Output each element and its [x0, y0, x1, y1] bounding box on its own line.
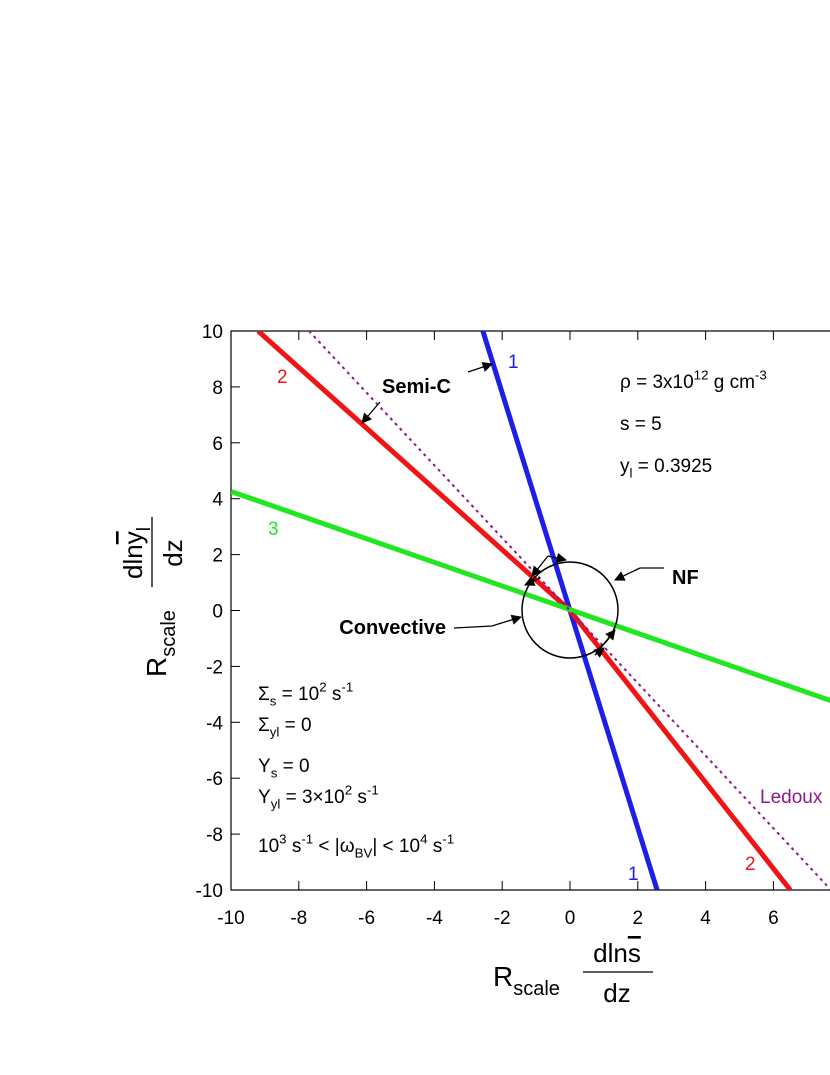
x-tick-label: 6	[768, 908, 779, 929]
axis-label-part: scale	[513, 978, 560, 1000]
x-tick-label: -8	[290, 908, 307, 929]
axis-label: dz	[158, 539, 188, 566]
annotation-part: 2	[345, 782, 352, 797]
axis-label-part: R	[493, 961, 513, 992]
annotation-part: < |ω	[313, 836, 355, 857]
annotation-part: 10	[258, 836, 279, 857]
annotation-part: -1	[301, 831, 313, 846]
curve-label: 1	[508, 352, 519, 373]
annotation-part: Υ	[258, 756, 271, 777]
axis-label-part: dln	[118, 544, 148, 579]
annotation-part: 4	[420, 831, 427, 846]
annotation-part: = 0.3925	[632, 456, 712, 477]
curve-label: 1	[628, 864, 639, 885]
series-line	[231, 489, 830, 703]
annotation-part: | < 10	[372, 836, 420, 857]
axis-label-part: y	[118, 531, 148, 544]
annotation-part: s	[427, 836, 442, 857]
annotation-part: = 0	[277, 756, 309, 777]
annotation-part: s = 5	[620, 414, 662, 435]
annotation-part: = 3×10	[280, 787, 344, 808]
y-tick-label: -8	[206, 825, 223, 846]
x-axis-label: Rscale dlns dz	[493, 938, 653, 1008]
curve-label: Ledoux	[760, 787, 823, 808]
x-tick-label: -4	[426, 908, 443, 929]
region-label: Convective	[339, 617, 446, 639]
axis-label: dlns	[593, 938, 641, 968]
annotation-part: = 10	[276, 684, 319, 705]
series-line	[308, 331, 830, 890]
annotation: 103 s-1 < |ωBV| < 104 s-1	[258, 831, 454, 860]
plot-lines	[231, 331, 830, 890]
annotation-part: s	[327, 684, 342, 705]
nf-circle	[521, 561, 619, 659]
y-tick-label: 6	[212, 434, 223, 455]
annotation-part: yl	[271, 797, 281, 812]
y-tick-label: 2	[212, 546, 223, 567]
annotation-part: -1	[442, 831, 454, 846]
annotation-part: 12	[694, 367, 709, 382]
x-tick-label: -6	[358, 908, 375, 929]
axis-label: Rscale	[493, 961, 560, 1000]
y-tick-label: 4	[212, 490, 223, 511]
axis-label-part: l	[134, 527, 155, 531]
curve-label: 3	[268, 519, 279, 540]
axis-label-part: s	[628, 938, 641, 968]
annotation-part: l	[630, 466, 633, 481]
annotation-part: 2	[319, 679, 326, 694]
annotation-part: ρ = 3x10	[620, 372, 694, 393]
annotation-part: s	[287, 836, 302, 857]
y-tick-label: -2	[206, 657, 223, 678]
annotation-part: s	[352, 787, 367, 808]
annotation-part: g cm	[708, 372, 754, 393]
x-tick-label: 0	[565, 908, 576, 929]
y-tick-label: 8	[212, 378, 223, 399]
annotation-part: Σ	[258, 684, 270, 705]
axis-label-part: scale	[158, 610, 180, 657]
annotation-part: y	[620, 456, 630, 477]
annotation-part: = 0	[279, 715, 311, 736]
y-tick-label: -10	[196, 881, 223, 902]
curve-label: 2	[277, 367, 288, 388]
x-tick-label: 2	[633, 908, 644, 929]
annotation: Υyl = 3×102 s-1	[258, 782, 379, 811]
axis-label-part: dln	[593, 938, 628, 968]
annotation: Σs = 102 s-1	[258, 679, 353, 708]
curve-label: 2	[745, 854, 756, 875]
annotation-part: BV	[355, 846, 373, 861]
x-tick-label: -10	[217, 908, 244, 929]
x-tick-label: -2	[494, 908, 511, 929]
annotation-part: -1	[341, 679, 353, 694]
annotation: ρ = 3x1012 g cm-3	[620, 367, 767, 393]
annotation-part: s	[270, 694, 277, 709]
annotation: s = 5	[620, 414, 662, 435]
y-tick-label: -4	[206, 713, 223, 734]
y-tick-label: 0	[212, 602, 223, 623]
axis-label: dz	[603, 978, 630, 1008]
y-tick-label: -6	[206, 769, 223, 790]
annotation: Υs = 0	[258, 756, 310, 781]
region-label: Semi-C	[382, 376, 451, 398]
arrows	[361, 362, 664, 658]
annotation-part: -3	[755, 367, 767, 382]
annotation-part: 3	[279, 831, 286, 846]
annotation-part: -1	[367, 782, 379, 797]
annotation-part: Υ	[258, 787, 271, 808]
axis-label: dlnyl	[118, 527, 155, 579]
annotation: Σyl = 0	[258, 715, 312, 740]
x-tick-label: 4	[700, 908, 711, 929]
y-tick-label: 10	[202, 322, 223, 343]
annotation: yl = 0.3925	[620, 456, 712, 481]
annotation-part: s	[271, 766, 278, 781]
axis-label-part: R	[141, 657, 172, 677]
annotation-part: Σ	[258, 715, 270, 736]
annotation-part: yl	[270, 725, 280, 740]
axis-label: Rscale	[141, 610, 180, 677]
region-label: NF	[672, 567, 699, 589]
